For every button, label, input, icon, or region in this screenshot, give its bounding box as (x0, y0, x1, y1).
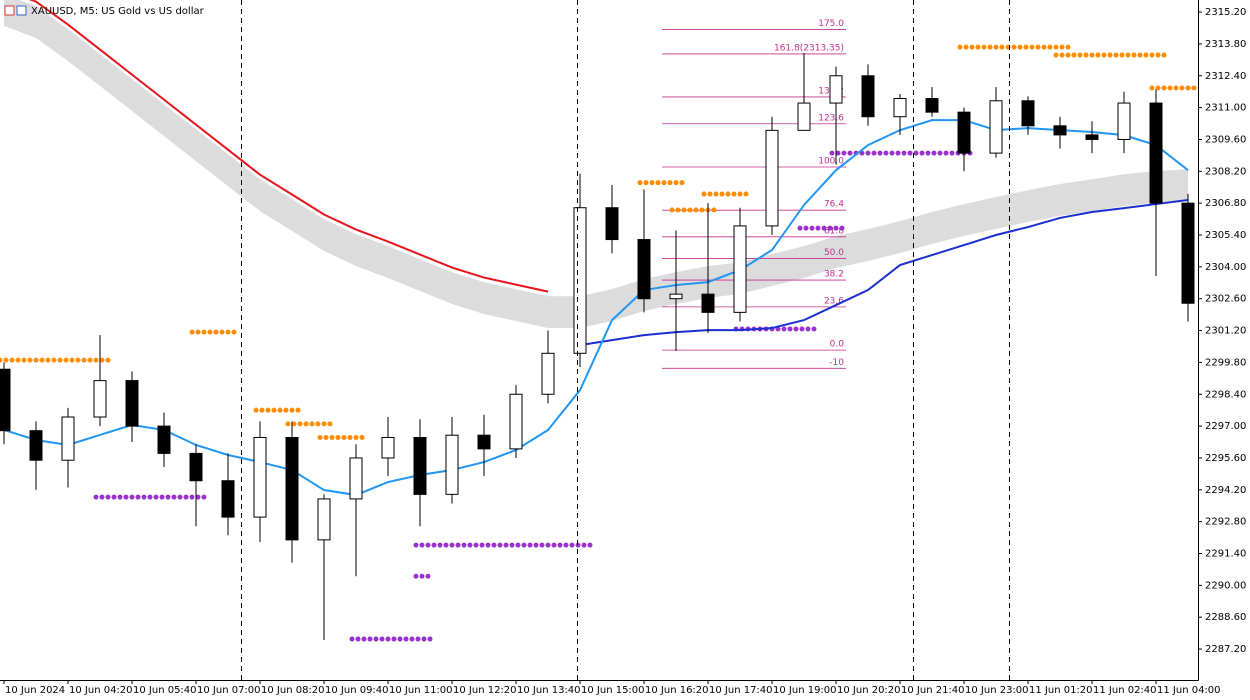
x-tick-label: 10 Jun 19:00 (773, 685, 837, 696)
moving-average (579, 198, 1189, 347)
x-tick-label: 10 Jun 17:40 (709, 685, 773, 696)
band (4, 0, 1188, 329)
fib-label: 100.0 (818, 156, 844, 166)
candle-body (861, 75, 875, 118)
x-tick-label: 10 Jun 2024 (5, 685, 65, 696)
x-tick-label: 10 Jun 08:20 (261, 685, 325, 696)
candle-body (285, 436, 299, 541)
y-tick-label: 2302.60 (1205, 294, 1246, 305)
y-tick-label: 2313.80 (1205, 39, 1246, 50)
candle-body (1181, 202, 1195, 304)
y-tick-label: 2292.80 (1205, 517, 1246, 528)
candle-body (1149, 102, 1163, 204)
x-tick-label: 10 Jun 09:40 (325, 685, 389, 696)
candle-body (61, 416, 75, 461)
fib-label: 76.4 (824, 200, 844, 210)
candle-body (317, 498, 331, 541)
y-tick-label: 2288.60 (1205, 612, 1246, 623)
y-tick-label: 2291.40 (1205, 549, 1246, 560)
candle-body (29, 430, 43, 461)
x-tick-label: 10 Jun 21:40 (901, 685, 965, 696)
chart-title: XAUUSD, M5: US Gold vs US dollar (31, 6, 205, 17)
y-tick-label: 2315.20 (1205, 7, 1246, 18)
candle-body (925, 98, 939, 113)
fib-label: 175.0 (818, 19, 844, 29)
y-tick-label: 2312.40 (1205, 71, 1246, 82)
plot-area: 175.0161.8(2313.35)138.2123.6100.076.461… (0, 0, 1198, 642)
candle-body (637, 239, 651, 300)
y-tick-label: 2290.00 (1205, 580, 1246, 591)
candle-body (381, 436, 395, 459)
candle-body (1021, 100, 1035, 127)
candle-body (797, 102, 811, 131)
fib-label: 23.6 (824, 296, 844, 306)
x-tick-label: 10 Jun 11:00 (389, 685, 453, 696)
fib-label: 161.8(2313.35) (774, 43, 844, 53)
y-tick-label: 2311.00 (1205, 103, 1246, 114)
symbol-icon (4, 5, 27, 16)
candle-body (701, 293, 715, 313)
candle-body (1053, 125, 1067, 136)
candle-body (445, 434, 459, 495)
x-tick-label: 10 Jun 15:00 (581, 685, 645, 696)
x-tick-label: 10 Jun 13:40 (517, 685, 581, 696)
candle-body (765, 129, 779, 227)
fib-label: 38.2 (824, 270, 844, 280)
candle-body (509, 393, 523, 450)
y-tick-label: 2299.80 (1205, 357, 1246, 368)
y-tick-label: 2308.20 (1205, 166, 1246, 177)
y-tick-label: 2294.20 (1205, 485, 1246, 496)
candle-body (253, 436, 267, 518)
candle-body (541, 352, 555, 395)
moving-average (28, 0, 549, 293)
candle-body (0, 368, 11, 432)
candle-body (93, 380, 107, 418)
x-tick-label: 11 Jun 02:40 (1093, 685, 1157, 696)
candle-body (221, 480, 235, 518)
candle-body (605, 207, 619, 241)
y-tick-label: 2309.60 (1205, 134, 1246, 145)
candle-body (125, 380, 139, 427)
y-tick-label: 2298.40 (1205, 389, 1246, 400)
candle-body (989, 100, 1003, 154)
x-tick-label: 10 Jun 07:00 (197, 685, 261, 696)
fib-label: 50.0 (824, 248, 844, 258)
y-tick-label: 2301.20 (1205, 326, 1246, 337)
candle-body (957, 111, 971, 154)
candle-body (189, 452, 203, 482)
x-tick-label: 10 Jun 23:00 (965, 685, 1029, 696)
x-tick-label: 10 Jun 04:20 (69, 685, 133, 696)
candle-body (413, 436, 427, 495)
candle-body (349, 457, 363, 500)
x-tick-label: 11 Jun 04:00 (1157, 685, 1221, 696)
y-tick-label: 2305.40 (1205, 230, 1246, 241)
y-tick-label: 2287.20 (1205, 644, 1246, 655)
candle-body (573, 207, 587, 354)
x-tick-label: 10 Jun 05:40 (133, 685, 197, 696)
candle-body (477, 434, 491, 450)
fib-label: -10 (829, 358, 844, 368)
icon (16, 5, 27, 16)
y-tick-label: 2306.80 (1205, 198, 1246, 209)
y-tick-label: 2297.00 (1205, 421, 1246, 432)
fib-label: 123.6 (818, 113, 844, 123)
candle-body (1117, 102, 1131, 140)
icon (4, 5, 15, 16)
candle-body (733, 225, 747, 313)
candle-body (893, 98, 907, 118)
candle-body (669, 293, 683, 300)
candle-body (1085, 134, 1099, 140)
x-tick-label: 10 Jun 20:20 (837, 685, 901, 696)
x-tick-label: 11 Jun 01:20 (1029, 685, 1093, 696)
fib-label: 0.0 (830, 340, 845, 350)
fib-label: 61.8 (824, 226, 844, 236)
candle-body (829, 75, 843, 104)
x-tick-label: 10 Jun 16:20 (645, 685, 709, 696)
y-tick-label: 2295.60 (1205, 453, 1246, 464)
candle-body (157, 425, 171, 454)
x-tick-label: 10 Jun 12:20 (453, 685, 517, 696)
y-tick-label: 2304.00 (1205, 262, 1246, 273)
